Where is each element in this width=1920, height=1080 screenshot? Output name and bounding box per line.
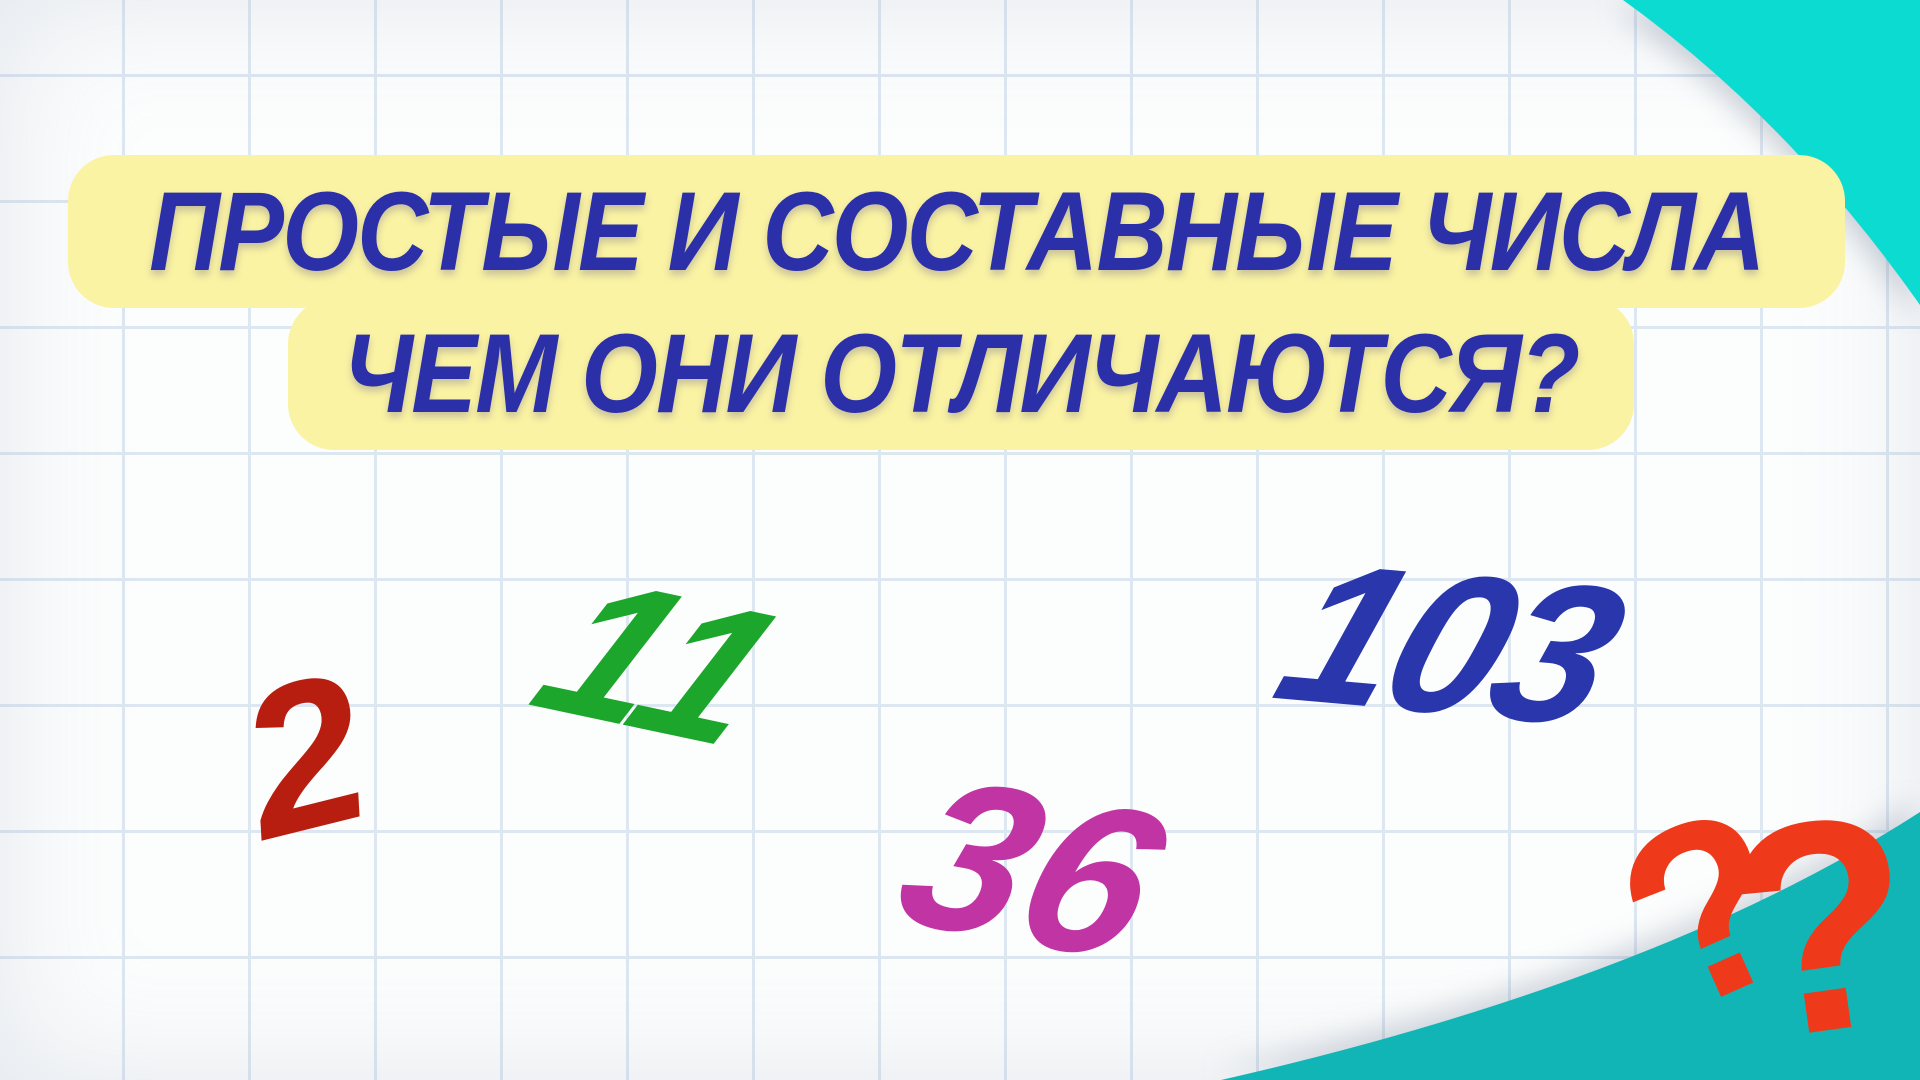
question-mark-large: ? [1707,746,1920,1080]
teal-corner-top-right-shape [1623,0,1920,305]
title-line1: ПРОСТЫЕ И СОСТАВНЫЕ ЧИСЛА [149,168,1765,294]
teal-corner-bottom-right-shape [1221,812,1920,1080]
title-highlight-line2: ЧЕМ ОНИ ОТЛИЧАЮТСЯ? [288,298,1634,450]
title-line2: ЧЕМ ОНИ ОТЛИЧАЮТСЯ? [343,311,1580,436]
title-highlight-line1: ПРОСТЫЕ И СОСТАВНЫЕ ЧИСЛА [68,155,1845,308]
